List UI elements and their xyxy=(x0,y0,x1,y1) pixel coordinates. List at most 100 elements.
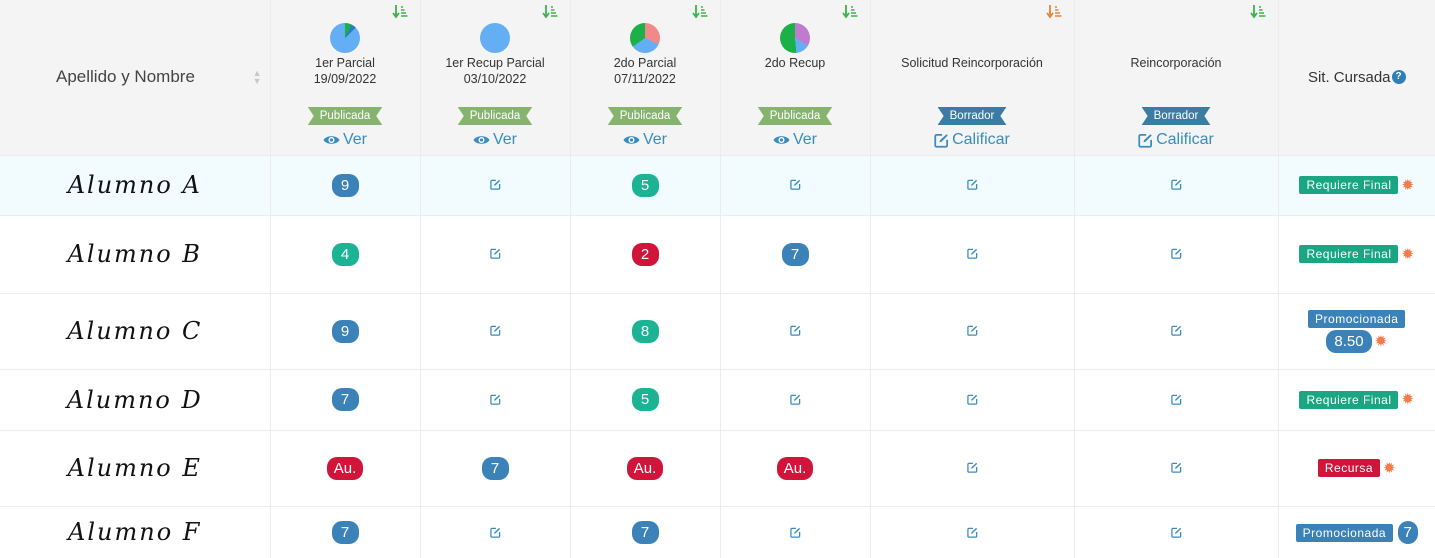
grade-cell[interactable]: 4 xyxy=(270,214,421,293)
sort-desc-icon[interactable] xyxy=(541,4,558,20)
grade-cell[interactable] xyxy=(870,154,1075,215)
grade-cell[interactable] xyxy=(870,214,1075,293)
grade-badge[interactable]: 7 xyxy=(481,456,509,480)
name-column-header[interactable]: Apellido y Nombre ▲ ▼ xyxy=(0,0,271,155)
grade-cell[interactable]: 7 xyxy=(570,505,721,558)
student-name: Alumno C xyxy=(0,292,271,369)
grade-cell[interactable] xyxy=(870,505,1075,558)
view-label: Ver xyxy=(492,131,517,148)
grade-cell[interactable] xyxy=(720,368,871,430)
table-row: Alumno B 4 2 7 Requiere Final ✹ xyxy=(0,214,1435,293)
view-button[interactable]: Ver xyxy=(271,131,420,149)
grade-badge[interactable]: 4 xyxy=(331,242,359,266)
sort-desc-icon[interactable] xyxy=(841,4,858,20)
grade-badge[interactable]: 7 xyxy=(331,388,359,411)
column-title: 1er Parcial 19/09/2022 xyxy=(313,56,377,86)
column-header-2do-recup: 2do Recup Publicada Ver xyxy=(720,0,871,155)
sort-desc-icon[interactable] xyxy=(391,4,408,20)
gear-icon[interactable]: ✹ xyxy=(1401,176,1415,194)
grade-cell[interactable]: 2 xyxy=(570,214,721,293)
grade-badge[interactable]: 9 xyxy=(331,173,359,197)
grade-badge[interactable]: Au. xyxy=(626,456,664,480)
grade-cell[interactable]: 7 xyxy=(270,505,421,558)
grade-cell[interactable]: 5 xyxy=(570,154,721,215)
edit-icon[interactable] xyxy=(966,462,978,473)
gear-icon[interactable]: ✹ xyxy=(1401,391,1415,409)
gear-icon[interactable]: ✹ xyxy=(1383,459,1396,477)
table-row: Alumno A 9 5 Requiere Final ✹ xyxy=(0,154,1435,215)
view-button[interactable]: Ver xyxy=(571,131,720,149)
help-icon[interactable]: ? xyxy=(1391,70,1406,85)
grade-cell[interactable]: 9 xyxy=(270,292,421,369)
view-button[interactable]: Ver xyxy=(721,131,870,149)
grade-cell[interactable] xyxy=(1074,292,1279,369)
grade-cell[interactable] xyxy=(420,368,571,430)
grade-cell[interactable] xyxy=(870,292,1075,369)
edit-icon[interactable] xyxy=(966,325,978,336)
edit-icon[interactable] xyxy=(789,179,801,190)
edit-icon[interactable] xyxy=(489,179,501,190)
grade-button[interactable]: Calificar xyxy=(871,131,1074,149)
edit-icon[interactable] xyxy=(966,248,978,259)
grade-cell[interactable] xyxy=(1074,368,1279,430)
grade-button[interactable]: Calificar xyxy=(1075,131,1278,149)
grade-cell[interactable] xyxy=(420,214,571,293)
grade-cell[interactable] xyxy=(1074,214,1279,293)
grade-cell[interactable]: 7 xyxy=(270,368,421,430)
grade-badge[interactable]: 5 xyxy=(631,388,659,411)
grade-cell[interactable] xyxy=(420,154,571,215)
edit-icon[interactable] xyxy=(1170,179,1182,190)
grade-badge[interactable]: 5 xyxy=(631,173,659,197)
edit-icon[interactable] xyxy=(489,394,501,405)
grade-badge[interactable]: 8 xyxy=(631,319,659,343)
grade-cell[interactable] xyxy=(720,505,871,558)
grade-badge[interactable]: 2 xyxy=(631,242,659,266)
grade-cell[interactable]: 7 xyxy=(720,214,871,293)
grade-cell[interactable]: Au. xyxy=(720,429,871,506)
view-button[interactable]: Ver xyxy=(421,131,570,149)
edit-icon[interactable] xyxy=(489,248,501,259)
sort-both-icon[interactable]: ▲ ▼ xyxy=(252,68,262,87)
grade-cell[interactable]: Au. xyxy=(270,429,421,506)
grade-cell[interactable]: 9 xyxy=(270,154,421,215)
grade-cell[interactable] xyxy=(720,154,871,215)
grade-cell[interactable] xyxy=(870,368,1075,430)
grade-cell[interactable] xyxy=(720,292,871,369)
grade-badge[interactable]: 7 xyxy=(631,520,659,544)
edit-icon[interactable] xyxy=(789,527,801,538)
edit-icon[interactable] xyxy=(789,325,801,336)
grade-cell[interactable] xyxy=(1074,154,1279,215)
sort-desc-icon[interactable] xyxy=(1249,4,1266,20)
grade-cell[interactable]: Au. xyxy=(570,429,721,506)
grade-cell[interactable]: 7 xyxy=(420,429,571,506)
grade-cell[interactable]: 5 xyxy=(570,368,721,430)
grade-cell[interactable] xyxy=(420,292,571,369)
edit-icon[interactable] xyxy=(489,527,501,538)
edit-icon[interactable] xyxy=(1170,325,1182,336)
edit-icon[interactable] xyxy=(1170,527,1182,538)
edit-icon[interactable] xyxy=(1170,462,1182,473)
eye-icon xyxy=(623,136,640,144)
edit-icon[interactable] xyxy=(1170,394,1182,405)
edit-icon xyxy=(1138,133,1153,148)
gear-icon[interactable]: ✹ xyxy=(1401,245,1415,263)
grade-badge[interactable]: Au. xyxy=(326,456,364,480)
grade-cell[interactable] xyxy=(1074,505,1279,558)
edit-icon[interactable] xyxy=(1170,248,1182,259)
grade-badge[interactable]: Au. xyxy=(776,456,814,480)
sort-desc-icon[interactable] xyxy=(1045,4,1062,20)
edit-icon[interactable] xyxy=(489,325,501,336)
grade-cell[interactable] xyxy=(870,429,1075,506)
edit-icon[interactable] xyxy=(789,394,801,405)
edit-icon[interactable] xyxy=(966,394,978,405)
grade-cell[interactable]: 8 xyxy=(570,292,721,369)
grade-cell[interactable] xyxy=(1074,429,1279,506)
edit-icon[interactable] xyxy=(966,527,978,538)
edit-icon[interactable] xyxy=(966,179,978,190)
sort-desc-icon[interactable] xyxy=(691,4,708,20)
grade-badge[interactable]: 7 xyxy=(331,520,359,544)
grade-cell[interactable] xyxy=(420,505,571,558)
gear-icon[interactable]: ✹ xyxy=(1374,333,1388,351)
grade-badge[interactable]: 7 xyxy=(781,242,809,266)
grade-badge[interactable]: 9 xyxy=(331,319,359,343)
